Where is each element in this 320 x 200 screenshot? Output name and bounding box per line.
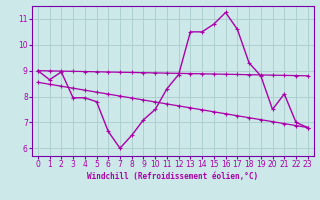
X-axis label: Windchill (Refroidissement éolien,°C): Windchill (Refroidissement éolien,°C): [87, 172, 258, 181]
